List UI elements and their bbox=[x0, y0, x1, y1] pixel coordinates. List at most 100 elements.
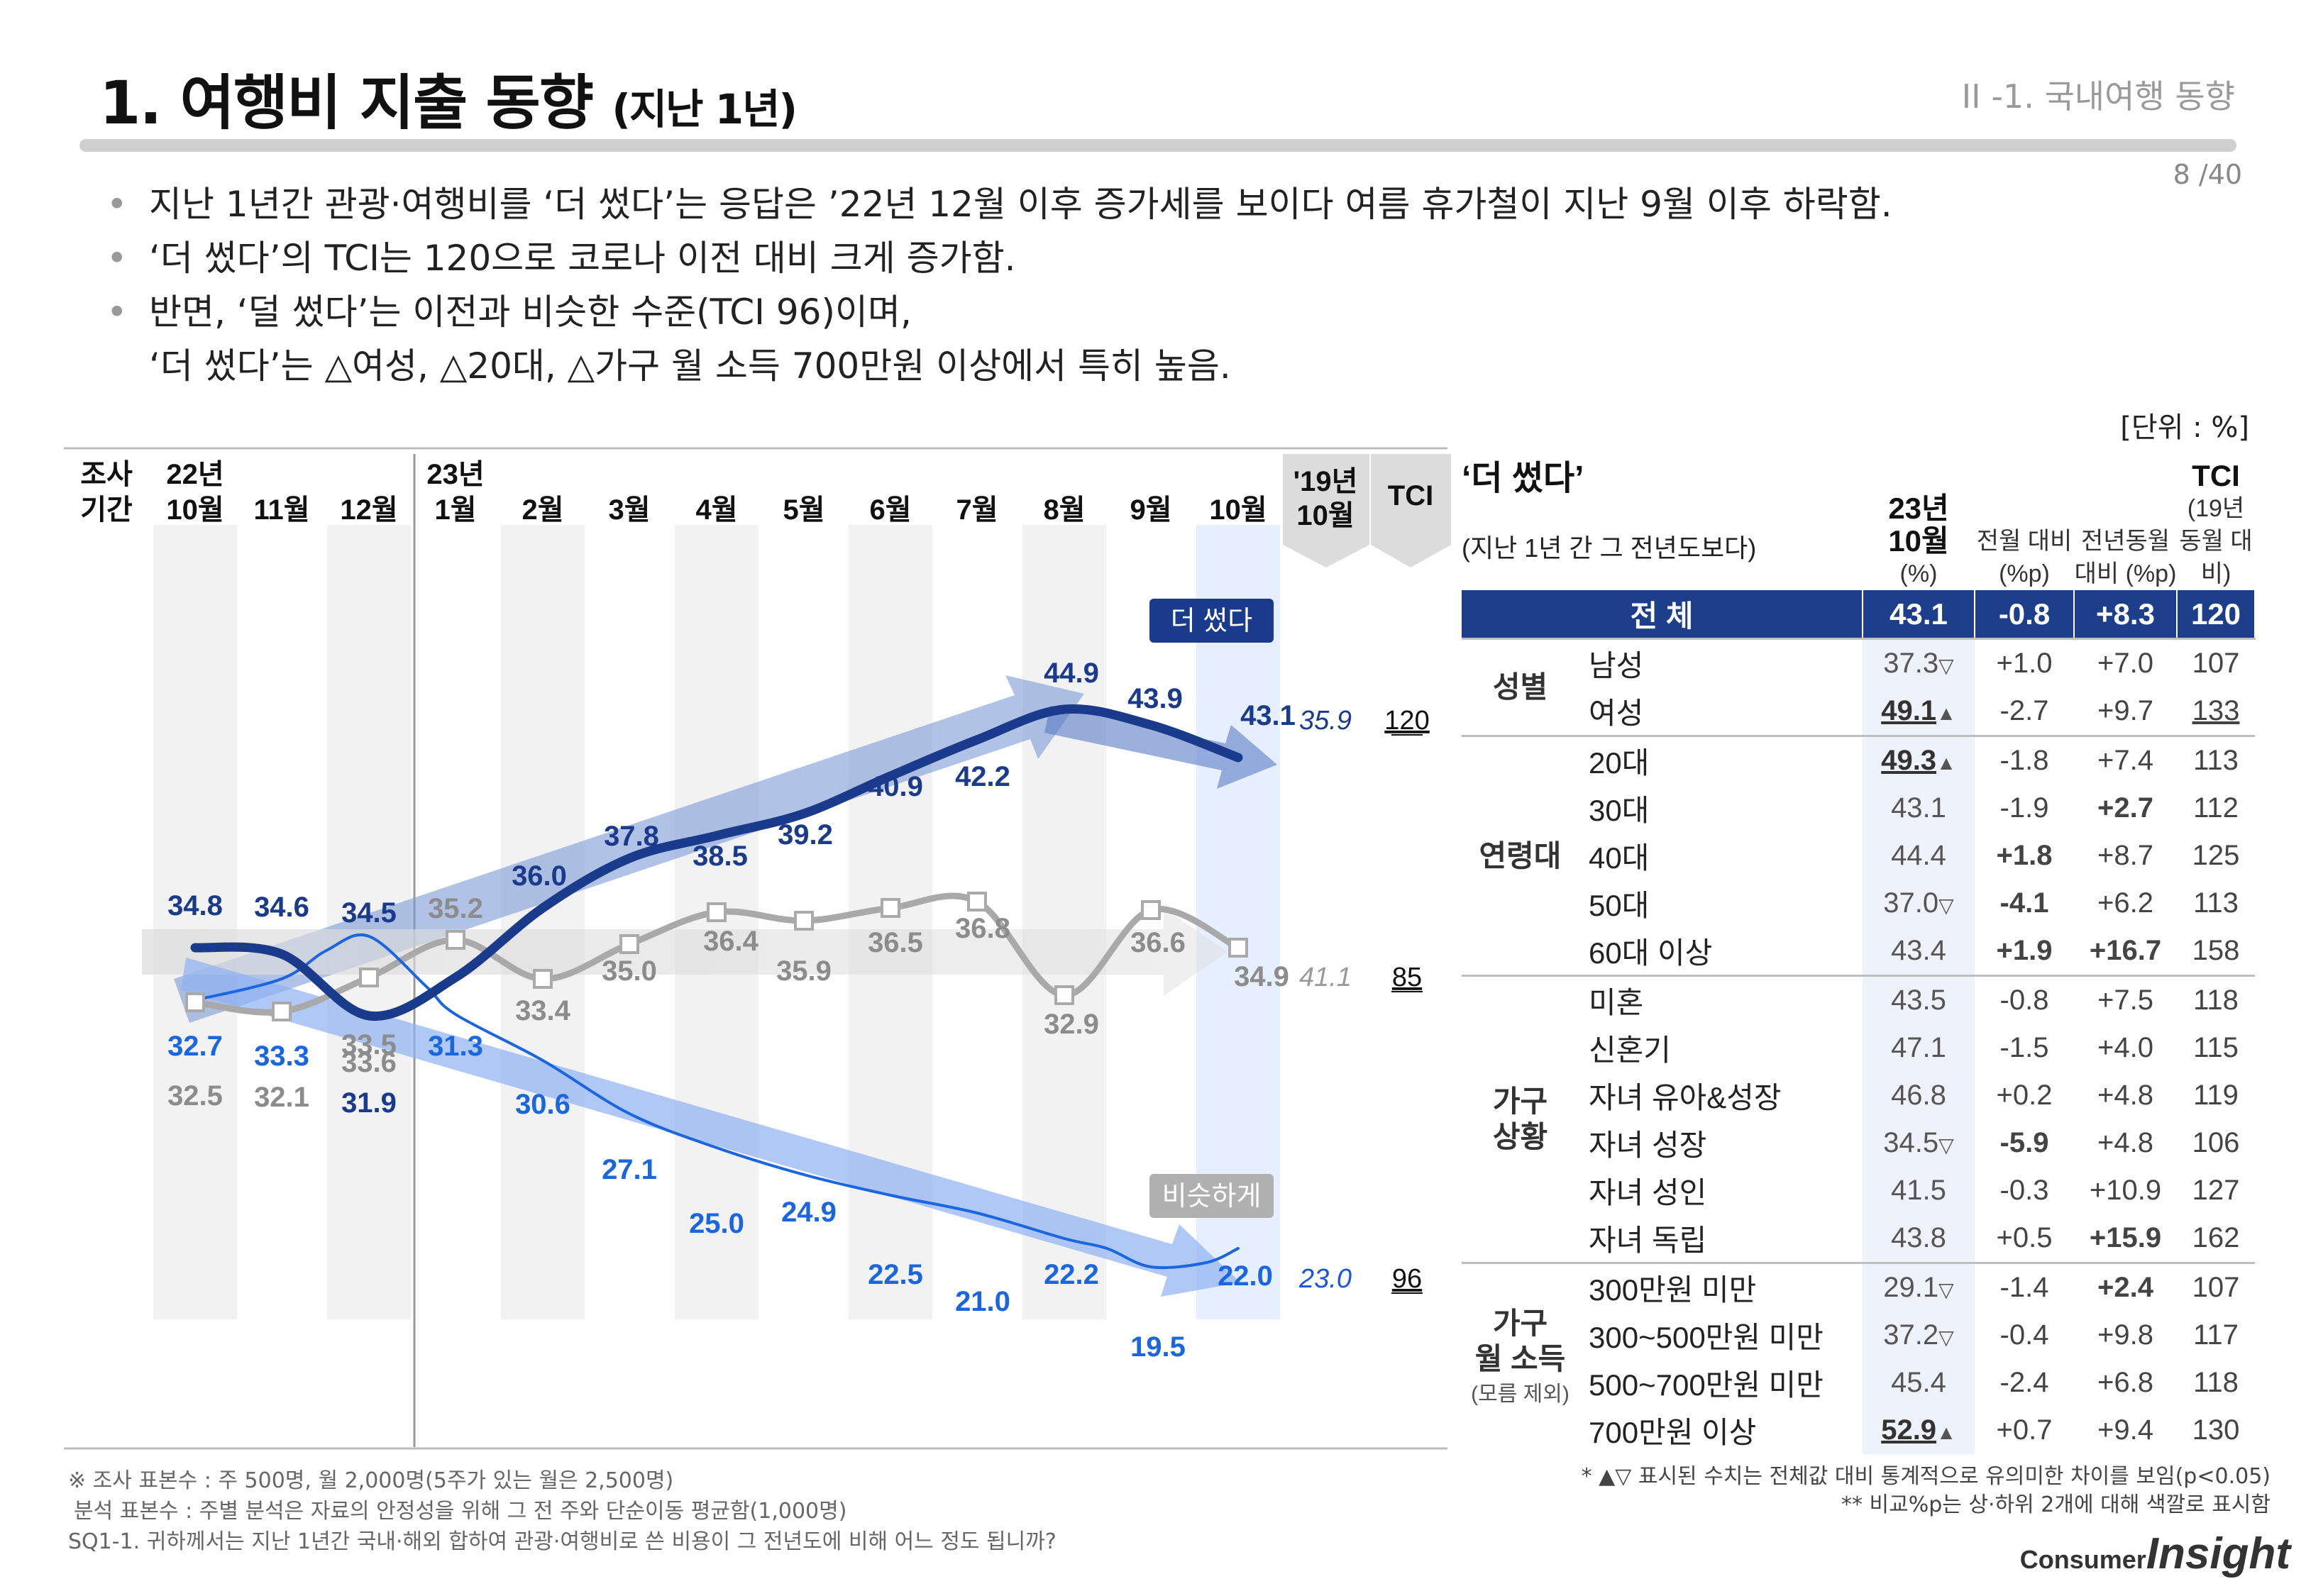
row-label: 60대 이상 bbox=[1589, 936, 1713, 970]
same-marker bbox=[1054, 985, 1074, 1005]
group-label: 가구 월 소득 (모름 제외) bbox=[1462, 1262, 1579, 1454]
row-mom: +0.7 bbox=[1996, 1414, 2053, 1446]
total-tci: 120 bbox=[2177, 590, 2256, 639]
row-tci: 119 bbox=[2193, 1080, 2239, 1111]
row-value: 49.1▲ bbox=[1863, 687, 1975, 736]
month-header: 10월 bbox=[166, 494, 224, 526]
more-value-label: 44.9 bbox=[1044, 658, 1099, 689]
same-value-label: 36.6 bbox=[1130, 927, 1186, 958]
same-value-label: 32.9 bbox=[1044, 1009, 1099, 1040]
table-row: 자녀 유아&성장 46.8 +0.2 +4.8 119 bbox=[1462, 1072, 2255, 1119]
tci-header-shape bbox=[1371, 454, 1451, 567]
row-yoy: +4.8 bbox=[2097, 1080, 2153, 1111]
footnote-question: SQ1-1. 귀하께서는 지난 1년간 국내·해외 합하여 관광·여행비로 쓴 … bbox=[68, 1529, 1057, 1554]
page-number: 8 /40 bbox=[2173, 159, 2242, 190]
more-value-label: 40.9 bbox=[868, 771, 923, 802]
column-stripe-4 bbox=[501, 525, 585, 1319]
significance-mark: ▲ bbox=[1936, 752, 1956, 774]
table-row: 연령대 20대 49.3▲ -1.8 +7.4 113 bbox=[1462, 735, 2255, 976]
row-tci: 107 bbox=[2177, 1262, 2255, 1312]
row-mom: +0.2 bbox=[1996, 1080, 2053, 1111]
row-value: 47.1 bbox=[1863, 1024, 1975, 1072]
month-header: 5월 bbox=[783, 494, 824, 526]
row-mom: -5.9 bbox=[1999, 1127, 2049, 1158]
row-yoy: +7.0 bbox=[2074, 638, 2177, 687]
same-marker bbox=[446, 930, 465, 950]
month-header: 1월 bbox=[434, 494, 476, 526]
group-label: 성별 bbox=[1462, 638, 1579, 736]
legend-same-box bbox=[1149, 1174, 1274, 1218]
row-tci: 158 bbox=[2192, 935, 2240, 966]
same-marker bbox=[794, 911, 814, 931]
row-tci: 115 bbox=[2193, 1032, 2239, 1063]
significance-mark: ▽ bbox=[1938, 1279, 1954, 1301]
less-value-label: 31.9 bbox=[341, 1087, 397, 1119]
table-row: 자녀 독립 43.8 +0.5 +15.9 162 bbox=[1462, 1214, 2255, 1263]
title-divider bbox=[79, 139, 2236, 152]
table-row: 40대 44.4 +1.8 +8.7 125 bbox=[1462, 832, 2255, 880]
row-yoy: +10.9 bbox=[2089, 1175, 2162, 1206]
more-value-label: 34.6 bbox=[254, 892, 309, 923]
row-tci: 107 bbox=[2177, 638, 2255, 687]
more-value-label: 34.5 bbox=[341, 897, 397, 929]
row-label: 여성 bbox=[1589, 697, 1644, 730]
series-line-less bbox=[194, 933, 1240, 1270]
brand-logo: ConsumerInsight bbox=[2019, 1529, 2290, 1578]
row-tci: 113 bbox=[2193, 887, 2239, 919]
month-header: 8월 bbox=[1043, 494, 1085, 526]
table-row: 성별 남성 37.3▽ +1.0 +7.0 107 bbox=[1462, 638, 2255, 736]
less-value-label: 32.7 bbox=[167, 1031, 223, 1062]
total-row: 전 체 43.1 -0.8 +8.3 120 bbox=[1462, 590, 2256, 639]
row-tci: 118 bbox=[2193, 1367, 2239, 1398]
breadcrumb: II -1. 국내여행 동향 bbox=[1961, 77, 2235, 116]
row-value: 41.5 bbox=[1863, 1167, 1975, 1214]
month-header: 6월 bbox=[869, 494, 911, 526]
less-value-label: 22.0 bbox=[1218, 1260, 1273, 1292]
group-label: 가구 상황 bbox=[1462, 975, 1579, 1263]
less-value-label: 19.5 bbox=[1130, 1331, 1186, 1363]
less-value-label: 25.0 bbox=[689, 1208, 744, 1239]
less-value-label: 22.2 bbox=[1044, 1259, 1099, 1290]
table-row: 가구 월 소득 (모름 제외) 300만원 미만 29.1▽ -1.4 +2.4 107 bbox=[1462, 1262, 2255, 1454]
row-tci: 130 bbox=[2192, 1414, 2240, 1446]
row-value: 45.4 bbox=[1863, 1359, 1975, 1407]
row-value: 37.2▽ bbox=[1863, 1312, 1975, 1359]
same-marker bbox=[967, 892, 987, 911]
row-value: 44.4 bbox=[1863, 832, 1975, 880]
more-value-label: 34.8 bbox=[167, 890, 223, 921]
row-label: 미혼 bbox=[1579, 975, 1863, 1024]
row-mom: -2.4 bbox=[1999, 1367, 2049, 1398]
total-yoy: +8.3 bbox=[2074, 590, 2178, 639]
question-title: ‘더 썼다’ bbox=[1462, 460, 1584, 497]
significance-mark: ▽ bbox=[1938, 655, 1954, 677]
row-tci: 118 bbox=[2177, 975, 2255, 1024]
row-value: 34.5▽ bbox=[1863, 1119, 1975, 1167]
page-title: 1. 여행비 지출 동향 (지난 1년) bbox=[99, 68, 798, 138]
row-mom: +1.8 bbox=[1996, 840, 2053, 871]
table-row: 700만원 이상 52.9▲ +0.7 +9.4 130 bbox=[1462, 1407, 2255, 1454]
same-value-label: 33.4 bbox=[515, 995, 571, 1026]
bullet-3-cont: ‘더 썼다’는 △여성, △20대, △가구 월 소득 700만원 이상에서 특… bbox=[149, 345, 1231, 387]
row-tci: 113 bbox=[2177, 735, 2255, 785]
column-stripe-0 bbox=[153, 525, 237, 1319]
significance-mark: ▽ bbox=[1938, 1326, 1954, 1348]
row-value: 52.9▲ bbox=[1863, 1407, 1975, 1454]
month-header: 11월 bbox=[253, 494, 309, 526]
row-label: 20대 bbox=[1579, 735, 1863, 785]
same-marker bbox=[359, 968, 379, 987]
column-stripe-5 bbox=[587, 525, 671, 1319]
table-row: 500~700만원 미만 45.4 -2.4 +6.8 118 bbox=[1462, 1359, 2255, 1407]
less-value-label: 22.5 bbox=[868, 1259, 923, 1290]
row-yoy: +7.5 bbox=[2074, 975, 2177, 1024]
same-marker bbox=[707, 902, 727, 922]
footnote-analysis: 분석 표본수 : 주별 분석은 자료의 안정성을 위해 그 전 주와 단순이동 … bbox=[74, 1499, 847, 1524]
same-value-label: 36.4 bbox=[703, 926, 759, 957]
same-value-label: 35.9 bbox=[776, 955, 832, 987]
row-mom: -1.8 bbox=[1975, 735, 2074, 785]
header-yoy: 전년동월 대비 (%p) bbox=[2074, 528, 2177, 587]
table-row: 자녀 성인 41.5 -0.3 +10.9 127 bbox=[1462, 1167, 2255, 1214]
row-mom: -0.4 bbox=[1999, 1319, 2049, 1351]
row-value: 29.1▽ bbox=[1863, 1262, 1975, 1312]
row-label: 신혼기 bbox=[1589, 1033, 1671, 1067]
